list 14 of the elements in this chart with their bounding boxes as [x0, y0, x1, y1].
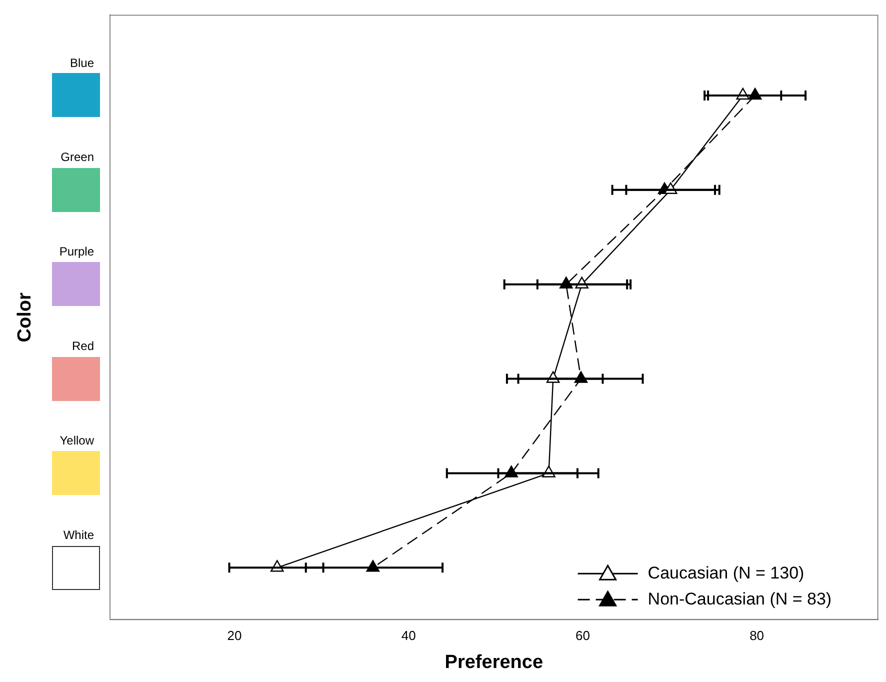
- x-tick-label: 80: [750, 628, 764, 643]
- legend-label: Non-Caucasian (N = 83): [648, 589, 832, 608]
- y-tick-label: Green: [60, 150, 94, 164]
- x-tick-label: 20: [227, 628, 242, 643]
- x-tick-label: 40: [401, 628, 416, 643]
- y-tick-label: Yellow: [60, 434, 94, 448]
- x-tick-label: 60: [575, 628, 590, 643]
- y-tick-label: Red: [72, 339, 94, 354]
- y-axis-title: Color: [14, 292, 36, 342]
- x-axis-title: Preference: [444, 652, 544, 673]
- y-tick-label: Blue: [70, 56, 94, 70]
- legend-label: Caucasian (N = 130): [648, 563, 804, 582]
- y-tick-label: White: [63, 528, 94, 542]
- y-tick-label: Purple: [59, 244, 94, 259]
